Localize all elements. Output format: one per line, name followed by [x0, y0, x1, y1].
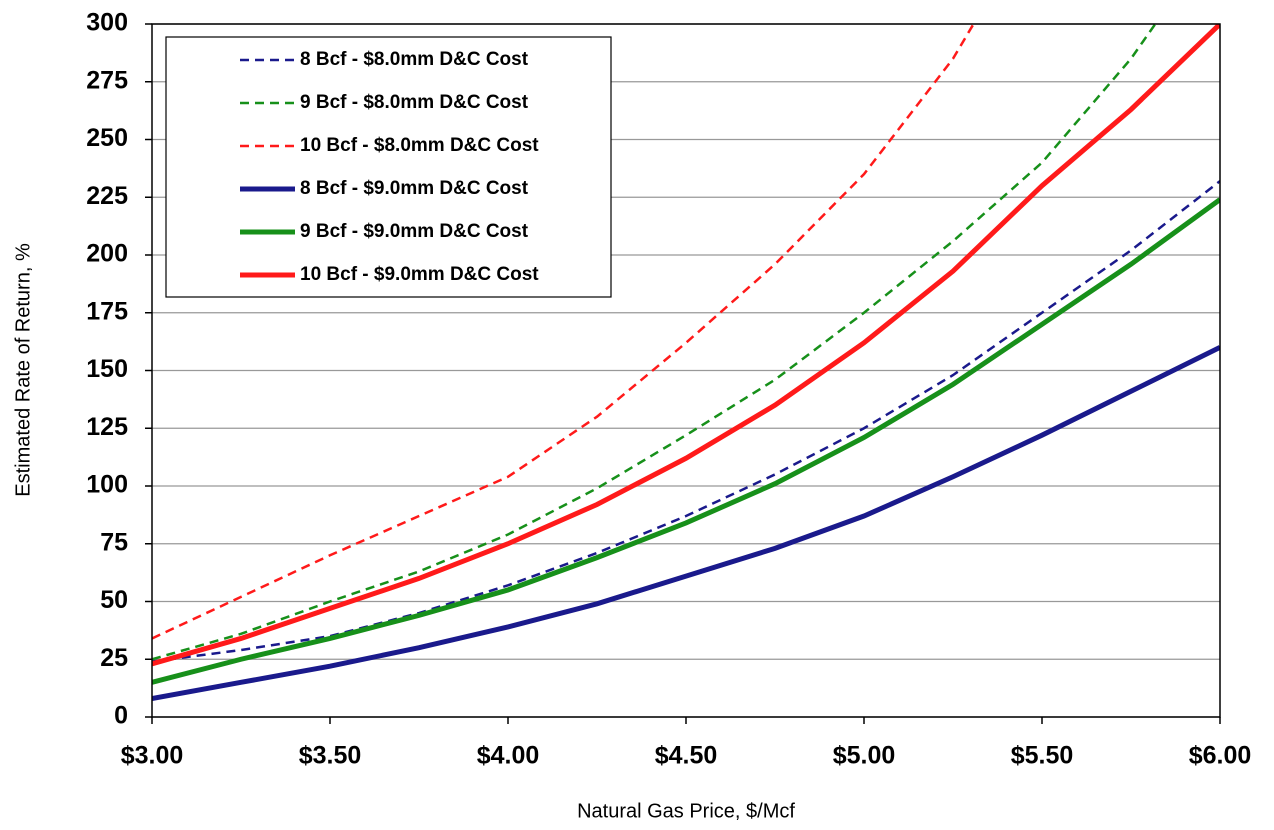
- x-axis-label: Natural Gas Price, $/Mcf: [577, 800, 795, 822]
- y-axis-label: Estimated Rate of Return, %: [12, 243, 34, 497]
- y-tick-label: 250: [86, 124, 128, 152]
- legend-label: 8 Bcf - $8.0mm D&C Cost: [300, 49, 529, 70]
- y-tick-label: 200: [86, 240, 128, 268]
- x-tick-label: $4.50: [655, 742, 718, 770]
- y-tick-label: 150: [86, 355, 128, 383]
- x-tick-label: $5.00: [833, 742, 896, 770]
- legend-label: 10 Bcf - $9.0mm D&C Cost: [300, 264, 539, 285]
- legend-label: 9 Bcf - $8.0mm D&C Cost: [300, 92, 529, 113]
- legend-label: 10 Bcf - $8.0mm D&C Cost: [300, 135, 539, 156]
- x-tick-label: $3.00: [121, 742, 184, 770]
- series-line: [152, 345, 1220, 701]
- y-tick-label: 125: [86, 413, 128, 441]
- x-tick-label: $4.00: [477, 742, 540, 770]
- series-line: [152, 180, 1220, 663]
- y-tick-label: 275: [86, 66, 128, 94]
- legend: 8 Bcf - $8.0mm D&C Cost 9 Bcf - $8.0mm D&…: [165, 36, 612, 298]
- y-tick-label: 300: [86, 9, 128, 37]
- y-tick-label: 100: [86, 471, 128, 499]
- legend-box: [165, 36, 612, 298]
- y-tick-label: 25: [100, 644, 128, 672]
- x-tick-label: $6.00: [1189, 742, 1252, 770]
- series-line: [152, 24, 1157, 661]
- y-tick-label: 0: [114, 702, 128, 730]
- series-line: [152, 24, 1220, 667]
- plot-border: [151, 23, 1221, 718]
- series-line: [152, 24, 975, 640]
- x-tick-label: $3.50: [299, 742, 362, 770]
- legend-label: 9 Bcf - $9.0mm D&C Cost: [300, 221, 529, 242]
- series-line: [152, 197, 1220, 685]
- y-tick-label: 175: [86, 297, 128, 325]
- legend-label: 8 Bcf - $9.0mm D&C Cost: [300, 178, 529, 199]
- y-tick-label: 225: [86, 182, 128, 210]
- x-tick-label: $5.50: [1011, 742, 1074, 770]
- y-tick-label: 50: [100, 586, 128, 614]
- plot-lines: [152, 24, 1220, 701]
- y-tick-label: 75: [100, 528, 128, 556]
